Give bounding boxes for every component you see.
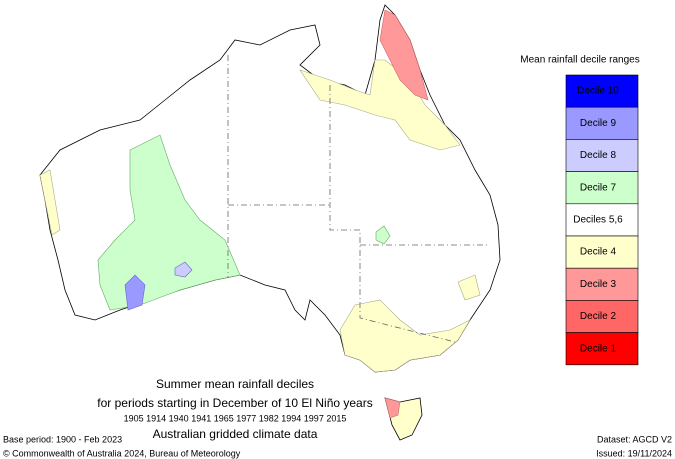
legend-label: Deciles 5,6 — [573, 215, 623, 226]
copyright: © Commonwealth of Australia 2024, Bureau… — [3, 448, 241, 458]
legend-swatch — [565, 300, 639, 333]
legend-swatch — [565, 267, 639, 301]
legend-label: Decile 8 — [580, 150, 617, 161]
legend-swatch — [565, 106, 639, 140]
decile-3-region — [384, 397, 401, 419]
legend-label: Decile 3 — [580, 279, 617, 290]
legend-label: Decile 7 — [580, 182, 617, 193]
title-line: for periods starting in December of 10 E… — [97, 396, 372, 410]
dataset: Dataset: AGCD V2 — [597, 434, 672, 444]
decile-9-region — [124, 274, 146, 311]
decile-7-region — [375, 225, 391, 245]
legend-swatch — [565, 235, 639, 269]
title-line: Australian gridded climate data — [153, 427, 318, 441]
legend-label: Decile 10 — [577, 86, 619, 97]
title-years: 1905 1914 1940 1941 1965 1977 1982 1994 … — [124, 413, 347, 423]
decile-4-region — [39, 169, 61, 236]
legend-title: Mean rainfall decile ranges — [520, 55, 640, 66]
decile-4-region — [339, 299, 471, 373]
legend-label: Decile 2 — [580, 311, 617, 322]
decile-3-region — [379, 9, 429, 101]
title-line: Summer mean rainfall deciles — [156, 377, 314, 391]
legend-swatch — [565, 171, 639, 205]
decile-4-region — [457, 274, 481, 301]
base-period: Base period: 1900 - Feb 2023 — [3, 434, 122, 444]
decile-7-region — [97, 134, 241, 311]
legend-label: Decile 4 — [580, 247, 617, 258]
legend-label: Decile 1 — [580, 343, 617, 354]
australia-mainland — [39, 4, 501, 373]
decile-8-region — [174, 261, 193, 278]
legend-label: Decile 9 — [580, 118, 617, 129]
legend-swatch — [565, 332, 639, 366]
decile-4-region — [299, 59, 461, 151]
issued: Issued: 19/11/2024 — [596, 448, 672, 458]
legend-swatch — [565, 203, 639, 237]
